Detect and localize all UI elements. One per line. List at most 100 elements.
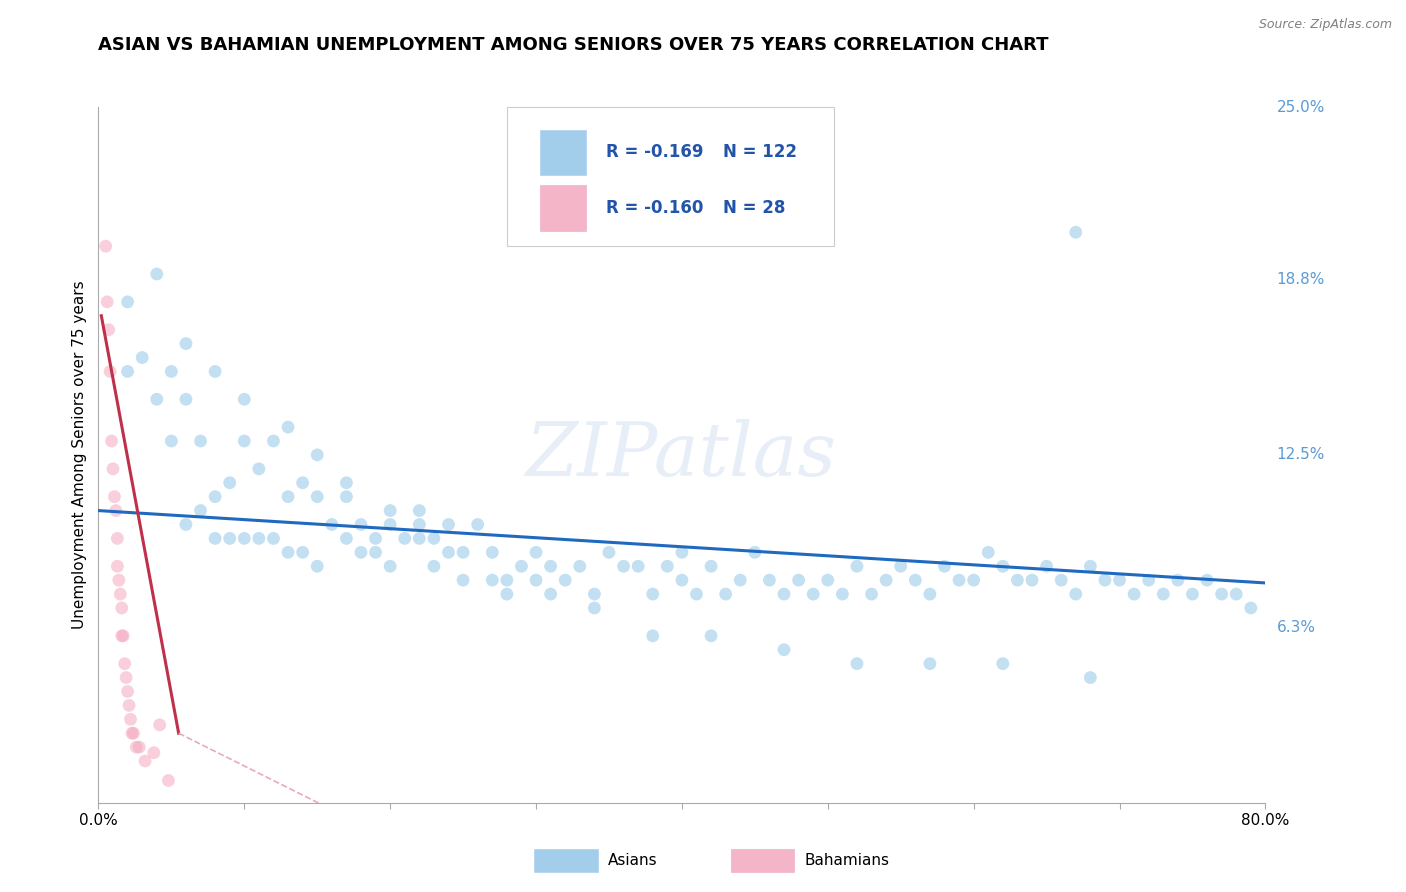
Point: [758, 573, 780, 587]
Y-axis label: Unemployment Among Seniors over 75 years: Unemployment Among Seniors over 75 years: [72, 281, 87, 629]
Point: [540, 559, 562, 574]
Point: [146, 267, 169, 281]
Point: [307, 490, 329, 504]
Point: [1195, 573, 1218, 587]
Point: [118, 698, 141, 713]
Text: N = 122: N = 122: [723, 144, 797, 161]
Point: [204, 364, 226, 378]
Point: [1211, 587, 1233, 601]
Point: [860, 587, 883, 601]
Point: [481, 573, 503, 587]
Point: [101, 462, 124, 476]
Bar: [540, 129, 586, 175]
Point: [1021, 573, 1043, 587]
Point: [1080, 559, 1102, 574]
Point: [495, 573, 517, 587]
Point: [583, 601, 606, 615]
Point: [1123, 587, 1146, 601]
Point: [773, 587, 796, 601]
Text: 12.5%: 12.5%: [1277, 448, 1324, 462]
Point: [1240, 601, 1263, 615]
Point: [714, 587, 737, 601]
Point: [467, 517, 489, 532]
Point: [1137, 573, 1160, 587]
Point: [247, 462, 270, 476]
Text: ASIAN VS BAHAMIAN UNEMPLOYMENT AMONG SENIORS OVER 75 YEARS CORRELATION CHART: ASIAN VS BAHAMIAN UNEMPLOYMENT AMONG SEN…: [98, 36, 1049, 54]
Point: [845, 559, 868, 574]
Point: [307, 559, 329, 574]
Point: [307, 448, 329, 462]
Point: [744, 545, 766, 559]
Point: [948, 573, 970, 587]
Point: [117, 364, 139, 378]
Point: [918, 587, 941, 601]
Point: [423, 532, 446, 546]
Point: [1064, 587, 1087, 601]
Point: [174, 336, 197, 351]
Point: [125, 740, 148, 755]
Point: [247, 532, 270, 546]
Point: [277, 420, 299, 434]
Point: [103, 490, 125, 504]
Point: [190, 503, 212, 517]
Point: [117, 294, 139, 309]
Point: [1108, 573, 1130, 587]
Point: [335, 475, 357, 490]
Point: [233, 532, 256, 546]
Point: [612, 559, 634, 574]
Point: [233, 392, 256, 407]
Point: [110, 587, 132, 601]
Point: [904, 573, 927, 587]
Point: [146, 392, 169, 407]
Point: [583, 587, 606, 601]
Point: [114, 657, 136, 671]
Point: [481, 545, 503, 559]
Point: [149, 718, 172, 732]
Point: [1007, 573, 1029, 587]
Point: [524, 573, 547, 587]
Point: [437, 517, 460, 532]
Text: 6.3%: 6.3%: [1277, 620, 1316, 635]
Point: [524, 545, 547, 559]
Point: [598, 184, 620, 198]
Point: [817, 573, 839, 587]
Point: [831, 587, 853, 601]
Point: [364, 545, 387, 559]
Point: [378, 559, 402, 574]
Point: [1050, 573, 1073, 587]
Text: Source: ZipAtlas.com: Source: ZipAtlas.com: [1258, 18, 1392, 31]
Point: [117, 684, 139, 698]
Point: [671, 573, 693, 587]
Point: [262, 532, 284, 546]
Point: [408, 517, 430, 532]
Point: [111, 629, 134, 643]
Point: [1152, 587, 1174, 601]
Point: [134, 754, 156, 768]
Point: [160, 364, 183, 378]
Point: [121, 726, 143, 740]
Point: [97, 323, 120, 337]
Point: [801, 587, 824, 601]
Point: [408, 532, 430, 546]
Point: [157, 773, 180, 788]
Point: [437, 545, 460, 559]
Point: [700, 559, 723, 574]
Point: [728, 573, 751, 587]
Text: R = -0.160: R = -0.160: [606, 199, 703, 217]
Point: [962, 573, 984, 587]
Point: [142, 746, 165, 760]
Text: Bahamians: Bahamians: [804, 854, 889, 868]
Text: ZIPatlas: ZIPatlas: [526, 418, 838, 491]
Point: [174, 392, 197, 407]
Point: [1225, 587, 1247, 601]
Point: [378, 503, 402, 517]
Point: [685, 587, 707, 601]
Point: [1094, 573, 1116, 587]
Point: [291, 475, 314, 490]
Point: [918, 657, 941, 671]
Point: [108, 573, 131, 587]
Point: [394, 532, 416, 546]
Point: [510, 559, 533, 574]
Point: [321, 517, 343, 532]
Point: [174, 517, 197, 532]
